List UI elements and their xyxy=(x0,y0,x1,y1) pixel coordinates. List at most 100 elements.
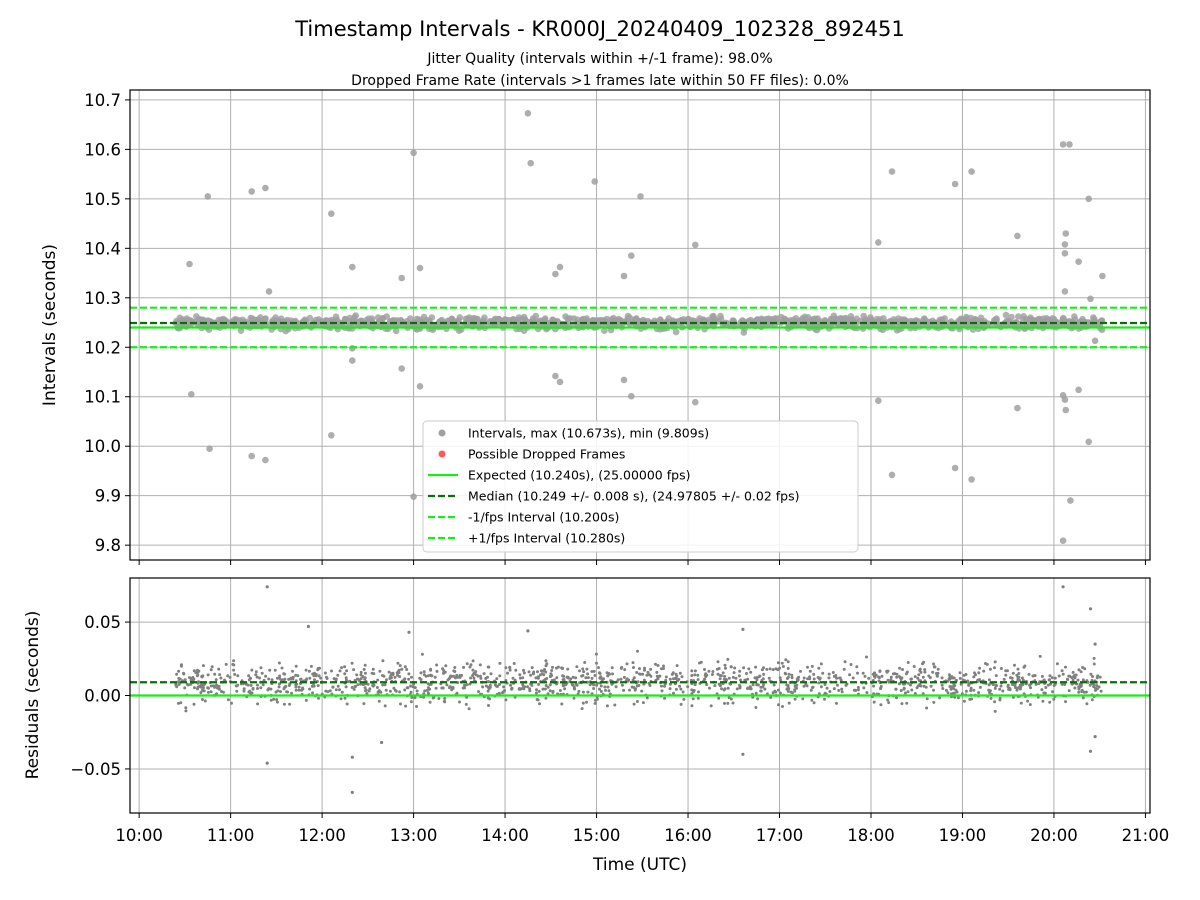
residual-point xyxy=(917,673,921,677)
residual-point xyxy=(969,686,973,690)
legend-label-plus-fps: +1/fps Interval (10.280s) xyxy=(468,531,625,546)
residual-point xyxy=(1077,690,1081,694)
residual-point xyxy=(213,685,217,689)
residual-point xyxy=(353,685,357,688)
residual-point xyxy=(595,697,599,701)
residual-outlier-point xyxy=(1088,607,1093,611)
residual-point xyxy=(880,674,884,678)
residual-point xyxy=(299,678,302,681)
y-tick-label: 10.7 xyxy=(84,91,121,110)
residual-point xyxy=(441,686,445,690)
residual-point xyxy=(951,691,955,695)
residual-point xyxy=(887,701,891,705)
residual-point xyxy=(258,676,261,680)
interval-outlier-point xyxy=(410,493,417,501)
residual-point xyxy=(716,660,720,664)
residual-point xyxy=(556,665,560,669)
residuals-panel: −0.050.000.05 10:00 11:00 12:00 13:00 14:00 1… xyxy=(23,577,1169,875)
residual-point xyxy=(443,670,447,674)
residual-point xyxy=(995,684,999,688)
residual-point xyxy=(175,672,179,676)
residual-point xyxy=(978,685,982,689)
residual-point xyxy=(366,682,370,686)
residual-point xyxy=(927,674,931,678)
residual-point xyxy=(409,700,413,704)
residual-point xyxy=(536,670,539,674)
residual-point xyxy=(199,691,203,695)
residual-point xyxy=(900,702,904,706)
residual-point xyxy=(654,662,657,666)
interval-point xyxy=(341,315,349,323)
residual-point xyxy=(787,701,791,705)
residual-point xyxy=(723,663,727,667)
residual-point xyxy=(961,678,965,682)
residual-point xyxy=(778,691,782,695)
residual-point xyxy=(727,696,731,700)
residual-point xyxy=(376,678,380,682)
residual-point xyxy=(345,702,349,706)
residual-point xyxy=(394,689,398,693)
residual-point xyxy=(359,677,363,681)
residual-point xyxy=(495,677,499,681)
residual-point xyxy=(353,678,357,682)
interval-outlier-point xyxy=(692,241,699,249)
legend-box xyxy=(422,420,859,553)
residual-point xyxy=(988,667,992,671)
residual-point xyxy=(217,667,221,671)
interval-outlier-point xyxy=(552,372,559,380)
residual-point xyxy=(642,678,646,682)
interval-outlier-point xyxy=(620,272,628,280)
residual-point xyxy=(936,667,940,671)
interval-outlier-point xyxy=(1099,272,1106,280)
residual-point xyxy=(762,683,765,687)
residual-point xyxy=(423,689,427,693)
residual-point xyxy=(247,674,251,678)
residual-point xyxy=(582,670,586,674)
residual-point xyxy=(622,688,626,692)
residual-point xyxy=(993,666,996,670)
residual-point xyxy=(371,667,375,671)
residual-point xyxy=(972,688,976,692)
residual-point xyxy=(925,706,929,710)
residual-point xyxy=(407,672,411,676)
residual-point xyxy=(345,669,349,673)
residual-point xyxy=(711,670,715,673)
residual-point xyxy=(585,667,589,671)
residual-point xyxy=(656,664,660,667)
residual-point xyxy=(663,684,666,688)
residual-point xyxy=(508,668,512,672)
residual-point xyxy=(296,674,300,678)
residual-point xyxy=(994,674,998,678)
residual-point xyxy=(757,675,761,679)
residual-point xyxy=(821,671,825,675)
residual-point xyxy=(486,685,490,689)
residual-point xyxy=(277,661,281,665)
residual-point xyxy=(249,683,253,687)
interval-point xyxy=(680,316,687,323)
y-tick-label: −0.05 xyxy=(70,760,121,779)
interval-outlier-point xyxy=(1061,241,1069,248)
residual-point xyxy=(1066,678,1070,681)
residual-point xyxy=(809,688,813,692)
residual-point xyxy=(1051,690,1054,694)
interval-outlier-point xyxy=(262,184,269,192)
residual-point xyxy=(201,686,205,690)
residuals-reference-lines xyxy=(130,681,1150,697)
residual-point xyxy=(551,665,554,669)
residual-point xyxy=(566,667,570,671)
residual-point xyxy=(259,666,263,670)
residual-point xyxy=(865,655,868,659)
residual-point xyxy=(478,663,482,667)
y-tick-label: 10.6 xyxy=(84,140,121,159)
residual-point xyxy=(635,684,639,688)
residual-point xyxy=(987,688,991,692)
interval-point xyxy=(193,313,200,320)
residual-point xyxy=(1027,672,1031,676)
interval-outlier-point xyxy=(204,193,212,200)
residual-point xyxy=(469,676,473,680)
residual-point xyxy=(726,686,730,690)
residual-point xyxy=(453,670,457,673)
residual-point xyxy=(413,686,417,690)
residual-point xyxy=(356,677,359,681)
residual-point xyxy=(177,669,181,673)
